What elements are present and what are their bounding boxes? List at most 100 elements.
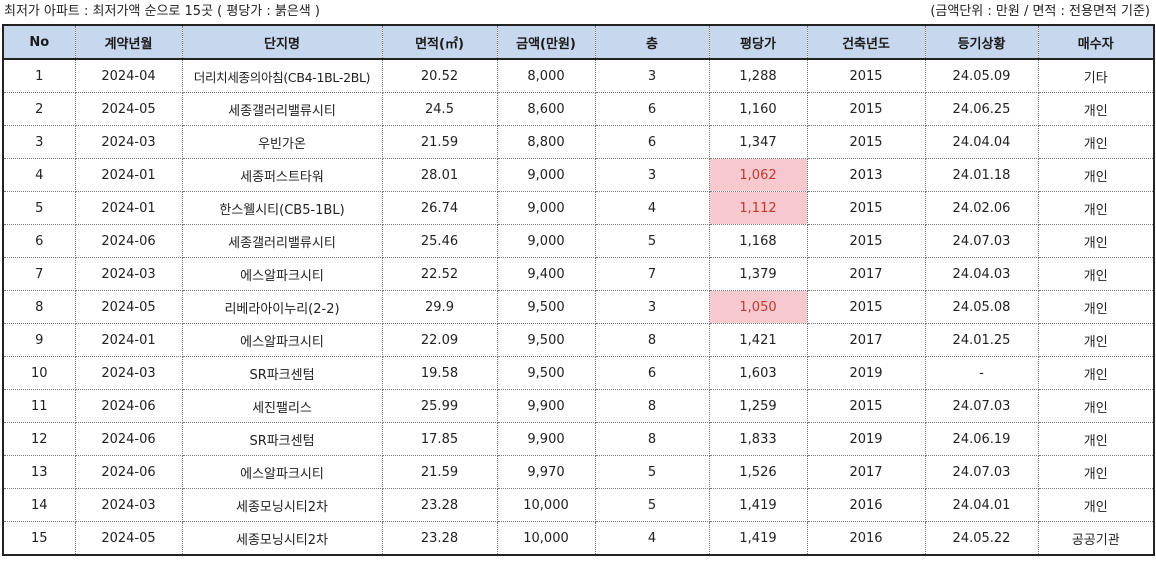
cell-complex-name: SR파크센텀 bbox=[181, 356, 383, 390]
cell-price-per-pyeong: 1,526 bbox=[708, 455, 808, 489]
cell-price-per-pyeong: 1,833 bbox=[708, 422, 808, 456]
cell-no: 7 bbox=[2, 257, 76, 291]
cell-build-year: 2017 bbox=[806, 455, 926, 489]
table-row: 4 2024-01 세종퍼스트타워 28.01 9,000 3 1,062 2013 24.01… bbox=[2, 158, 1155, 192]
cell-no: 13 bbox=[2, 455, 76, 489]
cell-price-per-pyeong: 1,379 bbox=[708, 257, 808, 291]
cell-build-year: 2015 bbox=[806, 92, 926, 126]
cell-contract-month: 2024-03 bbox=[74, 257, 183, 291]
cell-no: 1 bbox=[2, 59, 76, 93]
col-header-price-per-pyeong: 평당가 bbox=[708, 24, 808, 60]
cell-build-year: 2015 bbox=[806, 224, 926, 258]
cell-build-year: 2019 bbox=[806, 422, 926, 456]
cell-buyer: 기타 bbox=[1037, 59, 1155, 93]
cell-no: 4 bbox=[2, 158, 76, 192]
cell-registration: 24.01.18 bbox=[924, 158, 1039, 192]
cell-price: 9,000 bbox=[496, 224, 596, 258]
cell-price: 9,000 bbox=[496, 191, 596, 225]
cell-floor: 7 bbox=[594, 257, 710, 291]
cell-contract-month: 2024-05 bbox=[74, 521, 183, 556]
cell-complex-name: 세종갤러리밸류시티 bbox=[181, 224, 383, 258]
cell-no: 9 bbox=[2, 323, 76, 357]
cell-no: 11 bbox=[2, 389, 76, 423]
cell-build-year: 2016 bbox=[806, 521, 926, 556]
header-row: No 계약년월 단지명 면적(㎡) 금액(만원) 층 평당가 건축년도 등기상황… bbox=[2, 24, 1155, 60]
col-header-complex-name: 단지명 bbox=[181, 24, 383, 60]
cell-build-year: 2017 bbox=[806, 257, 926, 291]
cell-area: 26.74 bbox=[381, 191, 498, 225]
cell-contract-month: 2024-01 bbox=[74, 158, 183, 192]
cell-buyer: 개인 bbox=[1037, 290, 1155, 324]
cell-no: 3 bbox=[2, 125, 76, 159]
cell-registration: 24.06.19 bbox=[924, 422, 1039, 456]
cell-price-per-pyeong: 1,112 bbox=[708, 191, 808, 225]
cell-price: 8,800 bbox=[496, 125, 596, 159]
cell-registration: 24.01.25 bbox=[924, 323, 1039, 357]
cell-contract-month: 2024-03 bbox=[74, 488, 183, 522]
cell-buyer: 개인 bbox=[1037, 257, 1155, 291]
caption-row: 최저가 아파트 : 최저가액 순으로 15곳 ( 평당가 : 붉은색 ) (금액… bbox=[0, 0, 1156, 24]
cell-price: 8,600 bbox=[496, 92, 596, 126]
cell-registration: 24.07.03 bbox=[924, 455, 1039, 489]
cell-no: 15 bbox=[2, 521, 76, 556]
col-header-registration: 등기상황 bbox=[924, 24, 1039, 60]
cell-area: 25.46 bbox=[381, 224, 498, 258]
cell-build-year: 2015 bbox=[806, 59, 926, 93]
cell-price: 8,000 bbox=[496, 59, 596, 93]
col-header-price: 금액(만원) bbox=[496, 24, 596, 60]
cell-complex-name: 에스알파크시티 bbox=[181, 455, 383, 489]
cell-registration: 24.04.03 bbox=[924, 257, 1039, 291]
cell-buyer: 개인 bbox=[1037, 356, 1155, 390]
cell-floor: 6 bbox=[594, 92, 710, 126]
table-row: 5 2024-01 한스웰시티(CB5-1BL) 26.74 9,000 4 1,112 20… bbox=[2, 191, 1155, 225]
col-header-build-year: 건축년도 bbox=[806, 24, 926, 60]
cell-complex-name: 세종모닝시티2차 bbox=[181, 488, 383, 522]
cell-registration: 24.02.06 bbox=[924, 191, 1039, 225]
cell-floor: 4 bbox=[594, 521, 710, 556]
col-header-floor: 층 bbox=[594, 24, 710, 60]
cell-contract-month: 2024-05 bbox=[74, 92, 183, 126]
col-header-area: 면적(㎡) bbox=[381, 24, 498, 60]
cell-registration: 24.05.08 bbox=[924, 290, 1039, 324]
cell-complex-name: 우빈가온 bbox=[181, 125, 383, 159]
cell-floor: 3 bbox=[594, 59, 710, 93]
cell-floor: 6 bbox=[594, 125, 710, 159]
table-row: 14 2024-03 세종모닝시티2차 23.28 10,000 5 1,419 2016 24… bbox=[2, 488, 1155, 522]
cell-complex-name: 에스알파크시티 bbox=[181, 323, 383, 357]
cell-price-per-pyeong: 1,259 bbox=[708, 389, 808, 423]
cell-build-year: 2017 bbox=[806, 323, 926, 357]
cell-contract-month: 2024-06 bbox=[74, 455, 183, 489]
cell-price: 9,970 bbox=[496, 455, 596, 489]
cell-area: 23.28 bbox=[381, 521, 498, 556]
table-row: 10 2024-03 SR파크센텀 19.58 9,500 6 1,603 2019- 개인 bbox=[2, 356, 1155, 390]
cell-price: 10,000 bbox=[496, 488, 596, 522]
cell-price: 10,000 bbox=[496, 521, 596, 556]
cell-price: 9,500 bbox=[496, 290, 596, 324]
cell-registration: 24.07.03 bbox=[924, 389, 1039, 423]
cell-contract-month: 2024-06 bbox=[74, 422, 183, 456]
cell-buyer: 개인 bbox=[1037, 224, 1155, 258]
cell-no: 5 bbox=[2, 191, 76, 225]
cell-buyer: 개인 bbox=[1037, 125, 1155, 159]
cell-area: 29.9 bbox=[381, 290, 498, 324]
cell-buyer: 개인 bbox=[1037, 389, 1155, 423]
cell-registration: - bbox=[924, 356, 1039, 390]
cell-price-per-pyeong: 1,160 bbox=[708, 92, 808, 126]
col-header-no: No bbox=[2, 24, 76, 60]
cell-buyer: 공공기관 bbox=[1037, 521, 1155, 556]
cell-registration: 24.04.04 bbox=[924, 125, 1039, 159]
cell-floor: 4 bbox=[594, 191, 710, 225]
cell-price-per-pyeong: 1,062 bbox=[708, 158, 808, 192]
cell-price-per-pyeong: 1,603 bbox=[708, 356, 808, 390]
cell-build-year: 2015 bbox=[806, 125, 926, 159]
table-row: 1 2024-04 더리치세종의아침(CB4-1BL-2BL) 20.52 8,000 3… bbox=[2, 59, 1155, 93]
cell-contract-month: 2024-06 bbox=[74, 389, 183, 423]
cell-floor: 5 bbox=[594, 455, 710, 489]
cell-buyer: 개인 bbox=[1037, 191, 1155, 225]
cell-buyer: 개인 bbox=[1037, 455, 1155, 489]
cell-contract-month: 2024-01 bbox=[74, 323, 183, 357]
cell-contract-month: 2024-05 bbox=[74, 290, 183, 324]
table-row: 11 2024-06 세진팰리스 25.99 9,900 8 1,259 2015 24.07.… bbox=[2, 389, 1155, 423]
cell-price: 9,400 bbox=[496, 257, 596, 291]
cell-contract-month: 2024-03 bbox=[74, 356, 183, 390]
